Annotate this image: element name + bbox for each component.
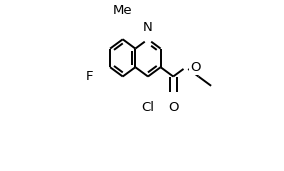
Text: O: O [168,101,178,114]
Text: F: F [86,70,93,83]
Text: Cl: Cl [141,101,154,114]
Text: Me: Me [113,4,133,17]
Text: O: O [190,61,201,74]
Text: N: N [143,21,153,34]
